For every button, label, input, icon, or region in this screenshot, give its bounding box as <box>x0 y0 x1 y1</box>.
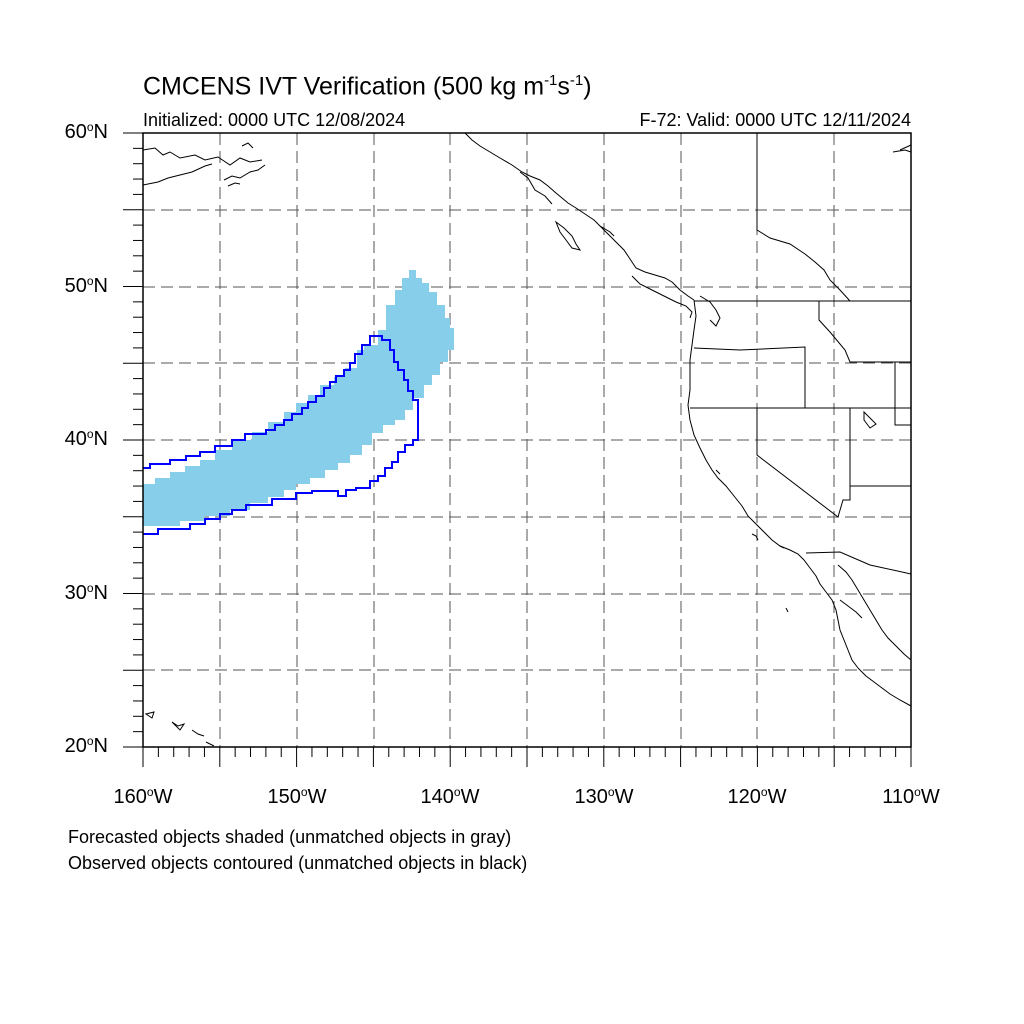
chart-title: CMCENS IVT Verification (500 kg m-1s-1) <box>143 72 592 101</box>
lon-label-110w: 110oW <box>882 785 940 808</box>
lon-label-140w: 140oW <box>420 785 480 808</box>
forecast-object-shaded <box>143 270 454 526</box>
observed-object-contour <box>143 335 419 535</box>
lat-label-50: 50oN <box>64 274 108 297</box>
lat-label-20: 20oN <box>64 734 108 757</box>
grid-lines <box>143 133 911 747</box>
valid-time: F-72: Valid: 0000 UTC 12/11/2024 <box>639 110 912 130</box>
lat-label-40: 40oN <box>64 427 108 450</box>
legend-forecast-note: Forecasted objects shaded (unmatched obj… <box>68 827 512 847</box>
lat-label-60: 60oN <box>64 120 108 143</box>
legend-observed-note: Observed objects contoured (unmatched ob… <box>68 853 528 873</box>
coastlines <box>142 132 912 747</box>
lon-label-120w: 120oW <box>727 785 787 808</box>
lon-label-150w: 150oW <box>267 785 327 808</box>
lon-label-160w: 160oW <box>113 785 173 808</box>
lon-label-130w: 130oW <box>574 785 634 808</box>
axis-ticks <box>123 132 912 767</box>
lat-label-30: 30oN <box>64 581 108 604</box>
initialized-time: Initialized: 0000 UTC 12/08/2024 <box>143 110 406 130</box>
